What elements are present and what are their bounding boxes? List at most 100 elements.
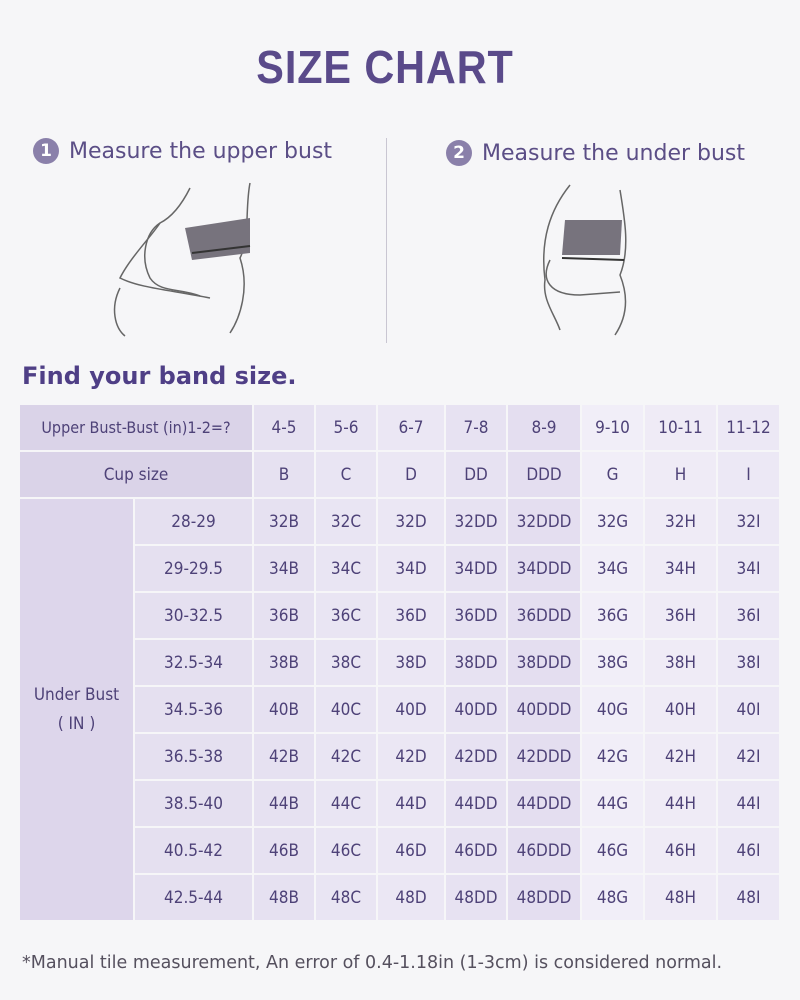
difference-row: Upper Bust-Bust (in)1-2=? 4-5 5-6 6-7 7-8 8-9…	[18, 403, 781, 452]
divider	[386, 138, 387, 343]
under-bust-range: 34.5-36	[133, 685, 254, 734]
table-row: 42.5-44 48B 48C 48D 48DD 48DDD 48G 48H 48I	[19, 873, 781, 922]
size-cell: 40DDD	[506, 685, 582, 734]
difference-cell: 5-6	[314, 403, 378, 452]
size-cell: 32G	[580, 497, 645, 546]
step-under-bust: 2 Measure the under bust	[446, 140, 745, 166]
step-number: 1	[33, 138, 59, 164]
size-cell: 44H	[643, 779, 718, 828]
size-cell: 32H	[643, 497, 718, 546]
size-cell: 38B	[252, 638, 316, 687]
size-cell: 48B	[252, 873, 316, 922]
step-number: 2	[446, 140, 472, 166]
size-cell: 38G	[580, 638, 645, 687]
size-cell: 32D	[376, 497, 446, 546]
difference-cell: 11-12	[716, 403, 781, 452]
size-cell: 32C	[314, 497, 378, 546]
under-bust-range: 38.5-40	[133, 779, 254, 828]
difference-cell: 10-11	[643, 403, 718, 452]
size-cell: 34G	[580, 544, 645, 593]
size-cell: 44C	[314, 779, 378, 828]
cup-size-label: Cup size	[18, 450, 254, 499]
cup-cell: C	[314, 450, 378, 499]
size-cell: 36G	[580, 591, 645, 640]
size-cell: 48C	[314, 873, 378, 922]
difference-cell: 6-7	[376, 403, 446, 452]
cup-row: Cup size B C D DD DDD G H I	[18, 450, 781, 499]
size-cell: 44B	[252, 779, 316, 828]
size-cell: 34DDD	[506, 544, 582, 593]
size-cell: 40I	[716, 685, 781, 734]
size-cell: 40D	[376, 685, 446, 734]
size-cell: 40B	[252, 685, 316, 734]
under-bust-illustration	[542, 184, 627, 336]
under-bust-range: 29-29.5	[133, 544, 254, 593]
difference-label: Upper Bust-Bust (in)1-2=?	[18, 403, 254, 452]
size-cell: 36C	[314, 591, 378, 640]
size-cell: 36DD	[444, 591, 508, 640]
size-cell: 42H	[643, 732, 718, 781]
size-cell: 48DD	[444, 873, 508, 922]
size-cell: 42G	[580, 732, 645, 781]
size-cell: 46C	[314, 826, 378, 875]
size-cell: 34I	[716, 544, 781, 593]
size-cell: 46DDD	[506, 826, 582, 875]
size-cell: 32DD	[444, 497, 508, 546]
step-upper-bust: 1 Measure the upper bust	[33, 138, 332, 164]
difference-cell: 8-9	[506, 403, 582, 452]
size-cell: 48DDD	[506, 873, 582, 922]
size-cell: 36B	[252, 591, 316, 640]
size-cell: 48D	[376, 873, 446, 922]
size-cell: 40C	[314, 685, 378, 734]
size-cell: 36H	[643, 591, 718, 640]
difference-cell: 9-10	[580, 403, 645, 452]
size-cell: 32DDD	[506, 497, 582, 546]
size-cell: 46G	[580, 826, 645, 875]
size-cell: 48I	[716, 873, 781, 922]
size-cell: 40H	[643, 685, 718, 734]
size-cell: 46I	[716, 826, 781, 875]
size-cell: 40G	[580, 685, 645, 734]
size-cell: 38DD	[444, 638, 508, 687]
size-cell: 46DD	[444, 826, 508, 875]
size-cell: 38D	[376, 638, 446, 687]
table-row: 36.5-38 42B 42C 42D 42DD 42DDD 42G 42H 42I	[19, 732, 781, 781]
under-bust-range: 42.5-44	[133, 873, 254, 922]
size-cell: 44DD	[444, 779, 508, 828]
under-bust-title: Under Bust	[33, 684, 120, 705]
size-cell: 34D	[376, 544, 446, 593]
size-table: Upper Bust-Bust (in)1-2=? 4-5 5-6 6-7 7-8 8-9…	[18, 403, 781, 922]
table-row: 38.5-40 44B 44C 44D 44DD 44DDD 44G 44H 44I	[19, 779, 781, 828]
band-size-heading: Find your band size.	[22, 362, 297, 390]
size-cell: 38C	[314, 638, 378, 687]
size-cell: 38H	[643, 638, 718, 687]
table-row: 30-32.5 36B 36C 36D 36DD 36DDD 36G 36H 36I	[19, 591, 781, 640]
size-cell: 34B	[252, 544, 316, 593]
size-cell: 48G	[580, 873, 645, 922]
cup-cell: G	[580, 450, 645, 499]
page-title: SIZE CHART	[256, 41, 514, 93]
size-cell: 34H	[643, 544, 718, 593]
size-cell: 42B	[252, 732, 316, 781]
table-row: 29-29.5 34B 34C 34D 34DD 34DDD 34G 34H 34I	[19, 544, 781, 593]
size-cell: 46D	[376, 826, 446, 875]
footnote: *Manual tile measurement, An error of 0.…	[22, 953, 723, 973]
size-cell: 44I	[716, 779, 781, 828]
size-cell: 42DDD	[506, 732, 582, 781]
size-cell: 38DDD	[506, 638, 582, 687]
under-bust-range: 32.5-34	[133, 638, 254, 687]
cup-cell: D	[376, 450, 446, 499]
size-cell: 42D	[376, 732, 446, 781]
difference-cell: 7-8	[444, 403, 508, 452]
table-row: 34.5-36 40B 40C 40D 40DD 40DDD 40G 40H 40I	[19, 685, 781, 734]
size-cell: 42C	[314, 732, 378, 781]
cup-cell: H	[643, 450, 718, 499]
size-cell: 40DD	[444, 685, 508, 734]
size-cell: 34DD	[444, 544, 508, 593]
size-cell: 46H	[643, 826, 718, 875]
cup-cell: DDD	[506, 450, 582, 499]
step-label: Measure the upper bust	[69, 138, 333, 164]
size-cell: 48H	[643, 873, 718, 922]
size-cell: 44D	[376, 779, 446, 828]
